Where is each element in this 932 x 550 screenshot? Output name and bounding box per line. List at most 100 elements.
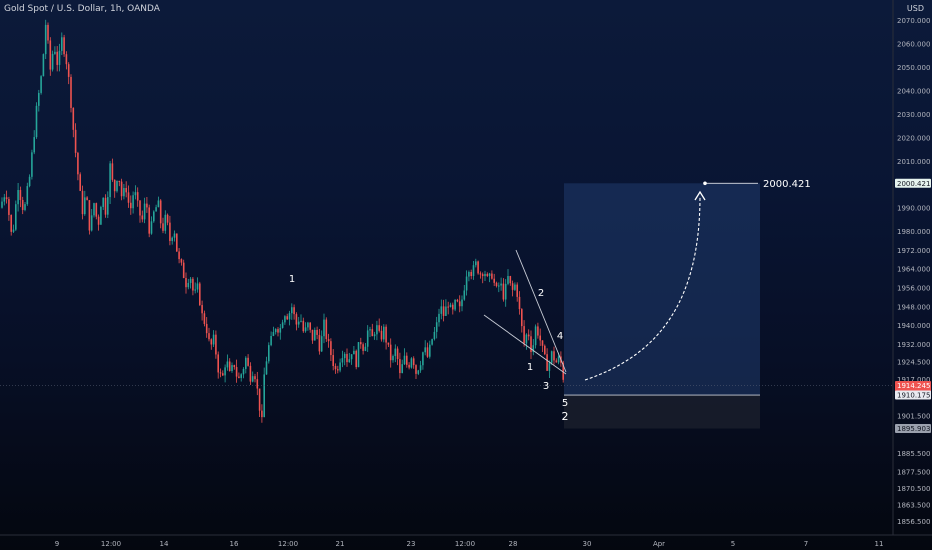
candle-body — [371, 329, 374, 337]
target-price-badge-bg — [895, 178, 931, 188]
candle-body — [153, 211, 155, 222]
y-tick-label: 2040.000 — [897, 87, 930, 95]
candle-body — [532, 345, 535, 353]
candle-body — [350, 354, 353, 360]
y-tick-label: 1948.000 — [897, 303, 930, 311]
candle-body — [38, 92, 40, 106]
candle-body — [553, 351, 555, 361]
candle-body — [63, 37, 65, 55]
candle-body — [491, 273, 493, 279]
x-tick-label: 14 — [160, 540, 169, 548]
y-tick-label: 1924.500 — [897, 358, 930, 366]
candle-body — [146, 203, 148, 208]
target-price-badge: 2000.421 — [897, 180, 930, 188]
candle-body — [28, 176, 31, 187]
candle-body — [366, 330, 369, 347]
candle-body — [337, 369, 339, 371]
candle-body — [438, 313, 440, 323]
candle-body — [199, 283, 201, 306]
candle-body — [8, 199, 10, 215]
entry-price-badge: 1910.175 — [897, 392, 930, 400]
projection-arrow-icon — [694, 190, 706, 201]
candle-body — [107, 197, 109, 215]
candle-body — [521, 309, 523, 327]
candle-body — [465, 276, 468, 291]
candle-body — [169, 222, 171, 241]
candle-body — [355, 350, 357, 368]
candle-body — [314, 329, 316, 341]
candle-body — [17, 190, 19, 205]
candle-body — [362, 344, 364, 351]
currency-label: USD — [906, 4, 924, 13]
y-tick-label: 2010.000 — [897, 158, 930, 166]
candle-body — [180, 259, 183, 263]
candle-body — [173, 233, 176, 238]
candle-body — [54, 51, 56, 54]
last-price-badge: 1914.245 — [897, 382, 930, 390]
candle-body — [95, 203, 98, 217]
candle-body — [261, 410, 263, 418]
candle-body — [509, 276, 512, 284]
candle-body — [318, 334, 321, 352]
candle-body — [12, 229, 15, 232]
candle-body — [449, 304, 452, 308]
candle-body — [401, 364, 403, 374]
candle-body — [61, 37, 63, 51]
candle-body — [422, 352, 424, 366]
candle-body — [245, 357, 247, 369]
y-tick-label: 1980.000 — [897, 228, 930, 236]
candle-body — [33, 137, 35, 153]
candle-body — [334, 366, 337, 370]
candle-body — [238, 376, 240, 378]
candle-body — [125, 188, 127, 193]
candle-body — [251, 376, 254, 382]
candle-body — [470, 271, 472, 277]
candle-body — [348, 359, 351, 363]
candle-body — [49, 40, 52, 70]
candle-body — [555, 360, 558, 363]
candle-body — [488, 273, 491, 276]
candle-body — [231, 365, 233, 372]
candle-body — [242, 368, 245, 375]
candle-body — [320, 336, 323, 352]
x-tick-label: 21 — [336, 540, 345, 548]
candle-body — [228, 361, 231, 372]
y-tick-label: 1863.500 — [897, 502, 930, 510]
candle-body — [187, 282, 190, 288]
candle-body — [40, 76, 42, 93]
candle-body — [86, 197, 88, 201]
candle-body — [323, 319, 325, 337]
candle-body — [185, 277, 187, 288]
candle-body — [530, 336, 532, 353]
wave-label-1: 1 — [289, 274, 295, 285]
candle-body — [514, 284, 516, 290]
wave-label-3: 3 — [543, 381, 549, 392]
candle-body — [346, 353, 348, 363]
candle-body — [341, 358, 344, 363]
candle-body — [178, 251, 180, 260]
candle-body — [281, 322, 284, 328]
y-tick-label: 2060.000 — [897, 40, 930, 48]
candle-body — [507, 276, 509, 284]
candle-body — [58, 50, 61, 65]
candle-body — [42, 54, 45, 77]
candle-body — [254, 376, 256, 380]
candle-body — [70, 76, 72, 108]
wave-label-1-inner: 1 — [527, 362, 533, 373]
candle-body — [104, 197, 107, 215]
candle-body — [534, 326, 537, 346]
symbol-title[interactable]: Gold Spot / U.S. Dollar, 1h, OANDA — [4, 4, 160, 14]
y-tick-label: 1964.000 — [897, 266, 930, 274]
candle-body — [113, 179, 116, 192]
y-tick-label: 1885.500 — [897, 450, 930, 458]
candle-body — [90, 215, 93, 231]
candle-body — [394, 348, 397, 357]
candle-body — [541, 340, 544, 346]
candle-body — [270, 335, 272, 346]
candle-body — [461, 299, 463, 307]
candle-body — [139, 200, 141, 216]
candle-body — [419, 365, 422, 371]
candle-body — [445, 306, 447, 316]
